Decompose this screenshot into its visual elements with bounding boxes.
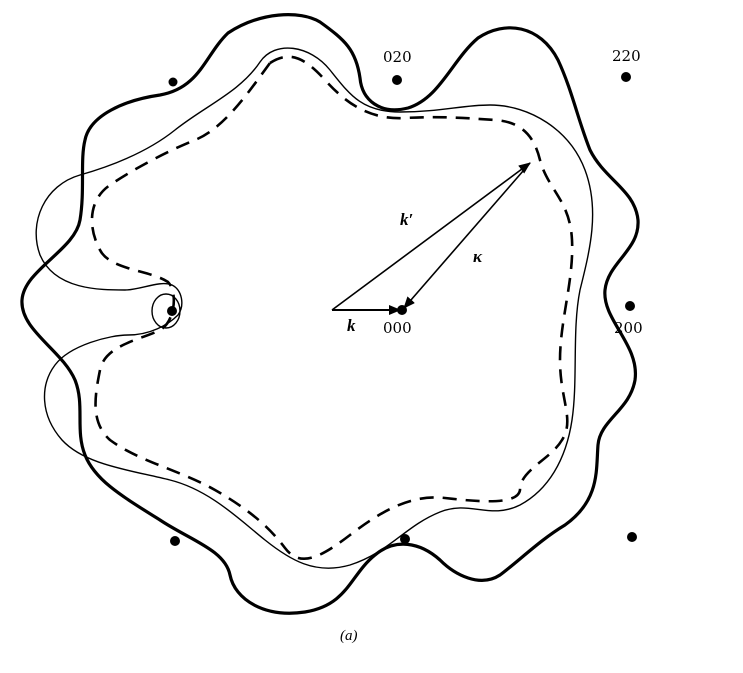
label-200: 200 — [614, 319, 643, 337]
label-020: 020 — [383, 48, 412, 66]
lattice-point-020 — [392, 75, 402, 85]
lattice-point-top-left — [168, 77, 178, 87]
label-k-prime: k′ — [400, 210, 413, 229]
vector-k-prime — [331, 162, 531, 311]
label-k: k — [347, 316, 356, 335]
label-220: 220 — [612, 47, 641, 65]
figure-caption: (a) — [340, 628, 358, 644]
lattice-point-left — [167, 306, 177, 316]
dashed-contour — [90, 55, 574, 560]
lattice-point-200 — [625, 301, 635, 311]
lattice-point-bottom-left — [170, 536, 180, 546]
lattice-point-bottom-right — [627, 532, 637, 542]
thick-solid-contour — [20, 13, 640, 615]
thin-solid-contour — [35, 47, 594, 569]
lattice-point-bottom-middle — [400, 534, 410, 544]
label-000: 000 — [383, 319, 412, 337]
lattice-point-220 — [621, 72, 631, 82]
label-kappa: κ — [473, 247, 483, 266]
vector-kappa — [403, 162, 531, 309]
left-loop-ellipse — [151, 293, 181, 329]
